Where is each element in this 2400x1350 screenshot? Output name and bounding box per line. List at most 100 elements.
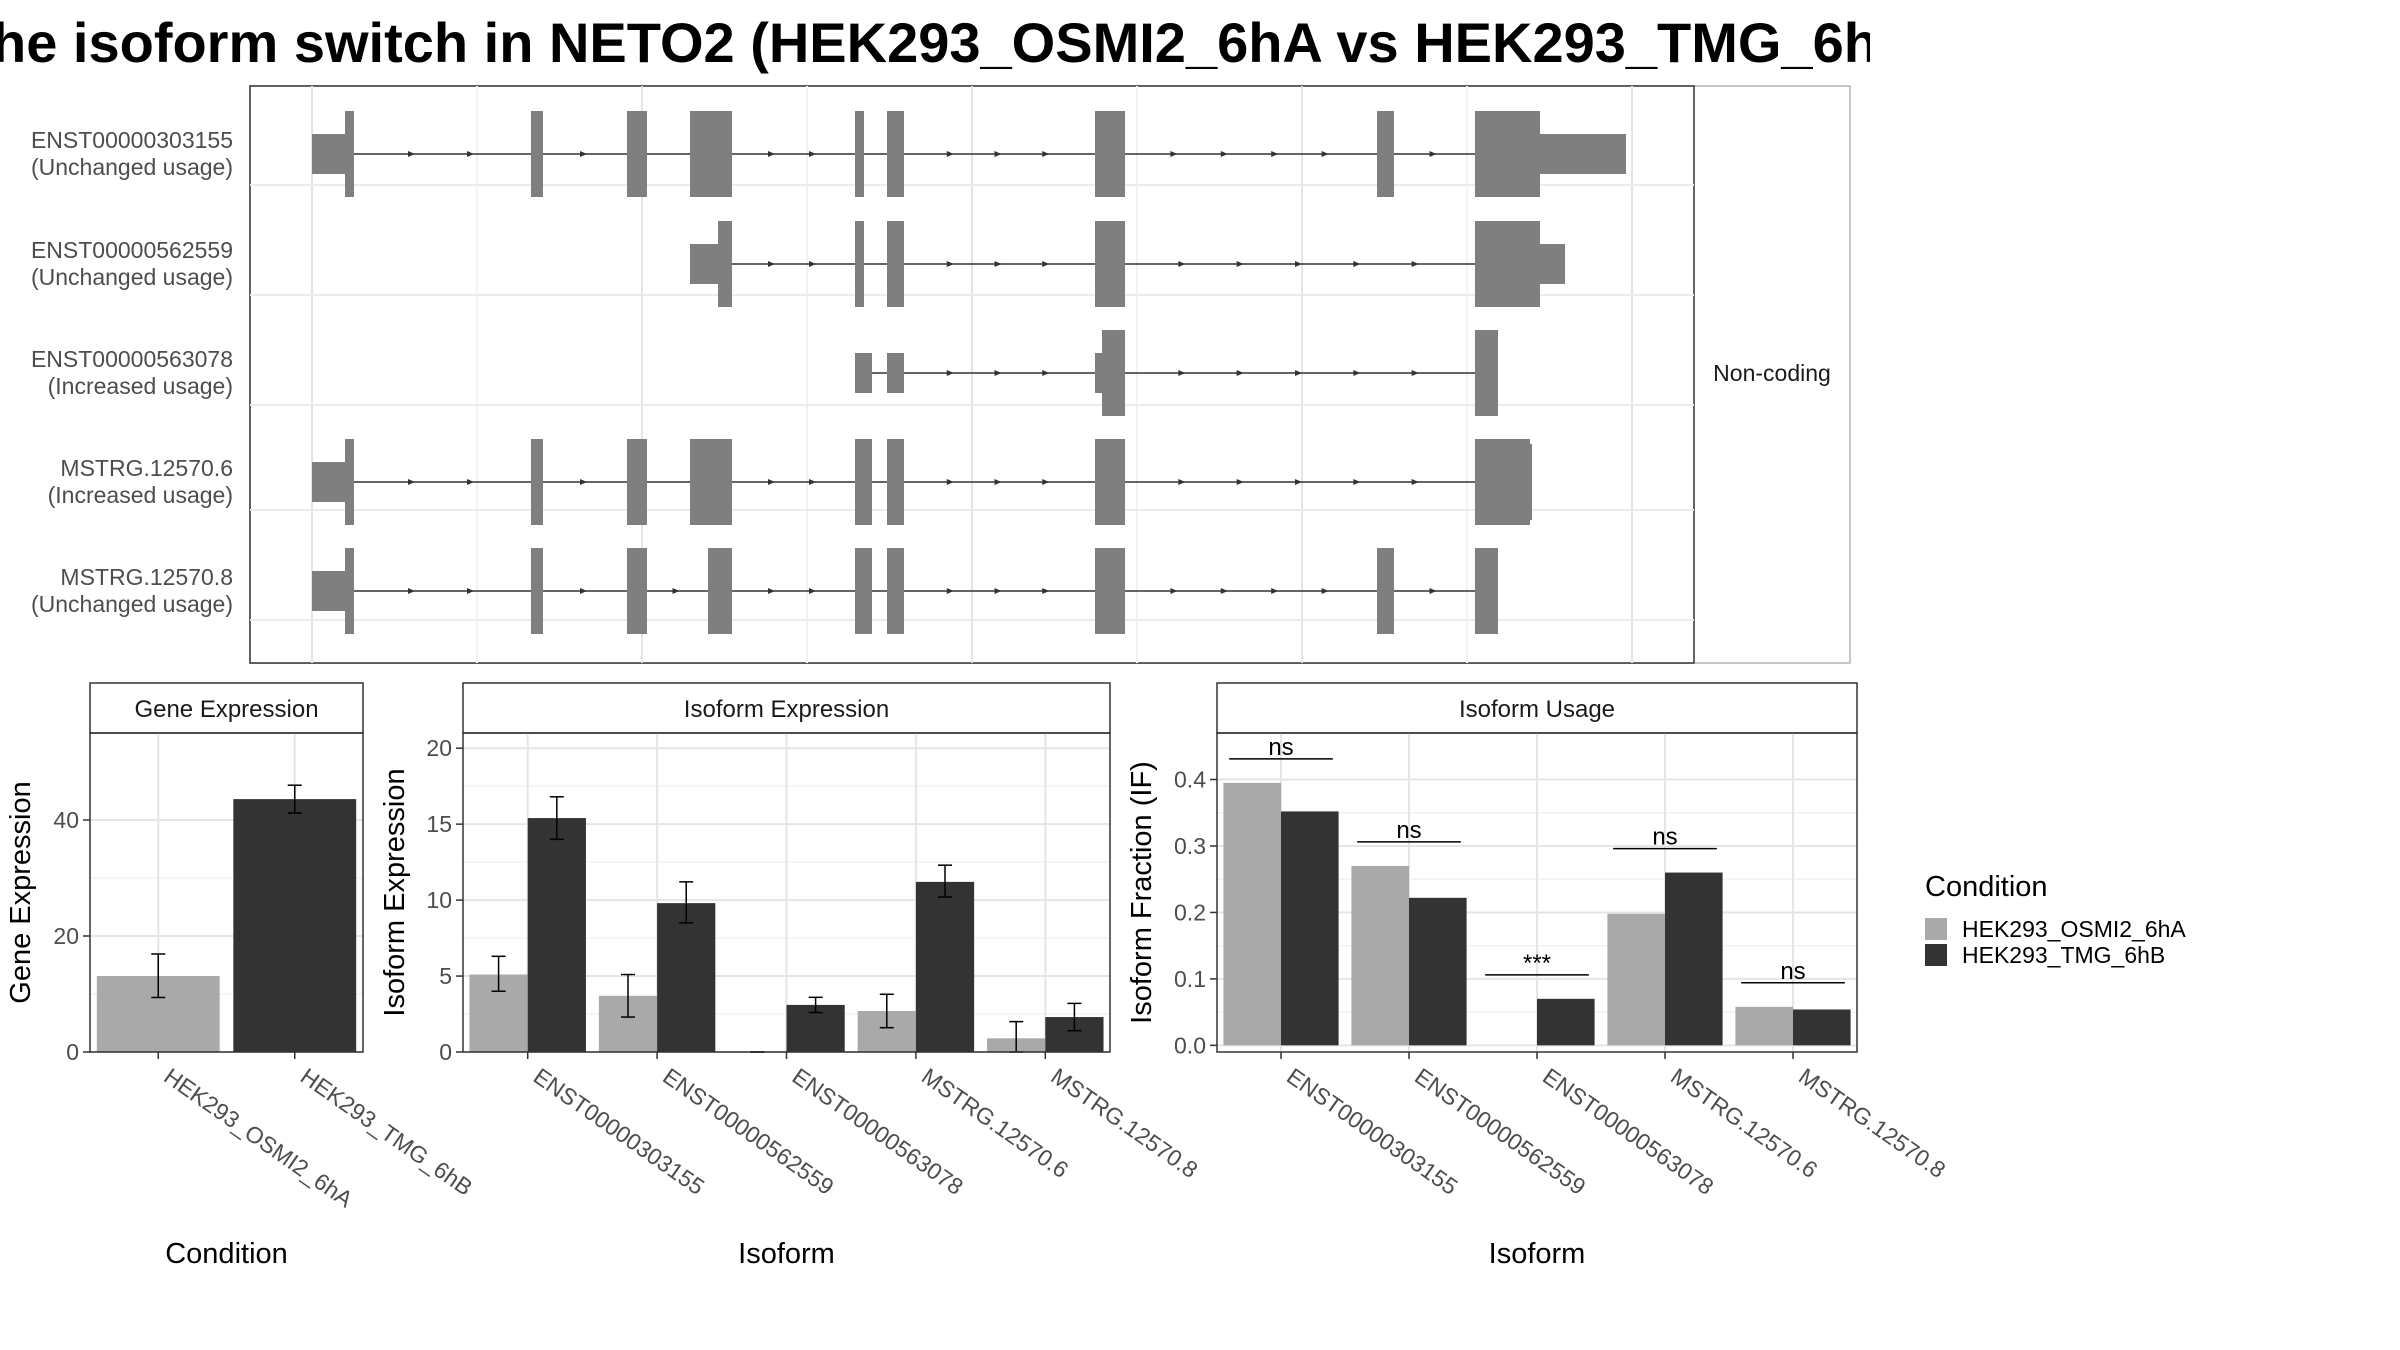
transcript-track: [312, 548, 1498, 634]
exon: [1475, 439, 1530, 525]
y-tick-label: 5: [439, 963, 452, 989]
intron-arrow: [1295, 479, 1302, 485]
panel-strip: [1216, 682, 1858, 734]
bar: [1665, 872, 1723, 1046]
legend-title: Condition: [1925, 871, 2048, 903]
y-tick-label: 0: [66, 1039, 79, 1065]
error-bar: [620, 973, 635, 1018]
intron-arrow: [809, 151, 816, 157]
exon: [1530, 444, 1532, 520]
plot-title: he isoform switch in NETO2 (HEK293_OSMI2…: [0, 11, 1870, 74]
legend-swatch: [1925, 944, 1947, 966]
panel-frame: [462, 732, 1111, 1053]
exon: [345, 439, 354, 525]
y-axis-label: Isoform Fraction (IF): [1126, 761, 1158, 1024]
transcript-id-label: ENST00000562559: [31, 237, 233, 263]
significance-label: ns: [1652, 824, 1677, 851]
intron-arrow: [1271, 151, 1279, 157]
y-axis-label: Gene Expression: [5, 781, 37, 1003]
legend-entry-label: HEK293_TMG_6hB: [1962, 942, 2165, 968]
structure-panel: ENST00000303155(Unchanged usage)ENST0000…: [31, 85, 1851, 664]
exon: [887, 221, 904, 307]
exon: [690, 111, 732, 197]
intron-arrow: [1429, 151, 1437, 157]
intron-arrow: [1411, 261, 1419, 267]
x-axis-label: Isoform: [738, 1238, 835, 1270]
y-tick-label: 0.4: [1174, 767, 1206, 793]
intron-arrow: [580, 479, 587, 485]
error-bar: [1067, 1002, 1082, 1032]
title-clip: he isoform switch in NETO2 (HEK293_OSMI2…: [0, 0, 1870, 90]
intron-arrow: [1236, 479, 1244, 485]
error-bar: [938, 864, 953, 898]
error-bar: [679, 881, 694, 924]
intron-arrow: [994, 588, 1002, 594]
intron-arrow: [1295, 261, 1302, 267]
exon: [1095, 353, 1102, 393]
exon: [887, 353, 904, 393]
intron-arrow: [467, 479, 474, 485]
intron-arrow: [768, 479, 775, 485]
bar: [1793, 1009, 1851, 1046]
exon: [1540, 134, 1626, 174]
intron-arrow: [1271, 588, 1279, 594]
exon: [345, 548, 354, 634]
intron-arrow: [994, 151, 1002, 157]
exon: [887, 548, 904, 634]
exon: [855, 439, 872, 525]
transcript-track: [690, 221, 1565, 307]
bar: [527, 818, 586, 1052]
panel-frame: [1216, 732, 1858, 1053]
bar: [233, 799, 357, 1052]
exon: [1377, 548, 1394, 634]
y-axis-label: Isoform Expression: [379, 768, 411, 1016]
exon: [1475, 330, 1498, 416]
bar: [1735, 1006, 1793, 1046]
transcript-usage-label: (Increased usage): [48, 482, 233, 508]
exon: [855, 111, 864, 197]
intron-arrow: [580, 151, 587, 157]
intron-arrow: [1220, 588, 1228, 594]
y-tick-label: 40: [53, 807, 79, 833]
exon: [345, 111, 354, 197]
exon: [718, 221, 732, 307]
intron-arrow: [1178, 479, 1186, 485]
error-bar: [549, 796, 564, 841]
intron-arrow: [467, 151, 474, 157]
transcript-id-label: MSTRG.12570.6: [60, 455, 233, 481]
intron-arrow: [1042, 588, 1050, 594]
exon: [1095, 221, 1125, 307]
intron-arrow: [994, 261, 1002, 267]
transcript-id-label: ENST00000303155: [31, 127, 233, 153]
panel-strip: [89, 682, 364, 734]
bar: [1351, 865, 1409, 1046]
intron-arrow: [768, 588, 775, 594]
transcript-track: [312, 439, 1532, 525]
bar: [1281, 811, 1339, 1046]
exon: [887, 111, 904, 197]
transcript-id-label: ENST00000563078: [31, 346, 233, 372]
significance-label: ns: [1268, 734, 1293, 761]
exon: [627, 439, 647, 525]
intron-arrow: [1042, 261, 1050, 267]
intron-arrow: [1295, 370, 1302, 376]
intron-arrow: [809, 261, 816, 267]
y-tick-label: 0.1: [1174, 966, 1206, 992]
significance-label: ns: [1780, 958, 1805, 985]
bar: [1607, 913, 1665, 1046]
exon: [690, 244, 718, 284]
intron-arrow: [1236, 261, 1244, 267]
intron-arrow: [580, 588, 587, 594]
intron-arrow: [946, 479, 954, 485]
exon: [708, 548, 732, 634]
exon: [312, 462, 345, 502]
x-axis-label: Condition: [165, 1238, 288, 1270]
error-bar: [287, 784, 302, 814]
significance-label: ns: [1396, 817, 1421, 844]
intron-arrow: [1429, 588, 1437, 594]
y-tick-label: 0.2: [1174, 899, 1206, 925]
exon: [855, 353, 872, 393]
transcript-track: [855, 330, 1498, 416]
legend-entry-label: HEK293_OSMI2_6hA: [1962, 916, 2186, 942]
